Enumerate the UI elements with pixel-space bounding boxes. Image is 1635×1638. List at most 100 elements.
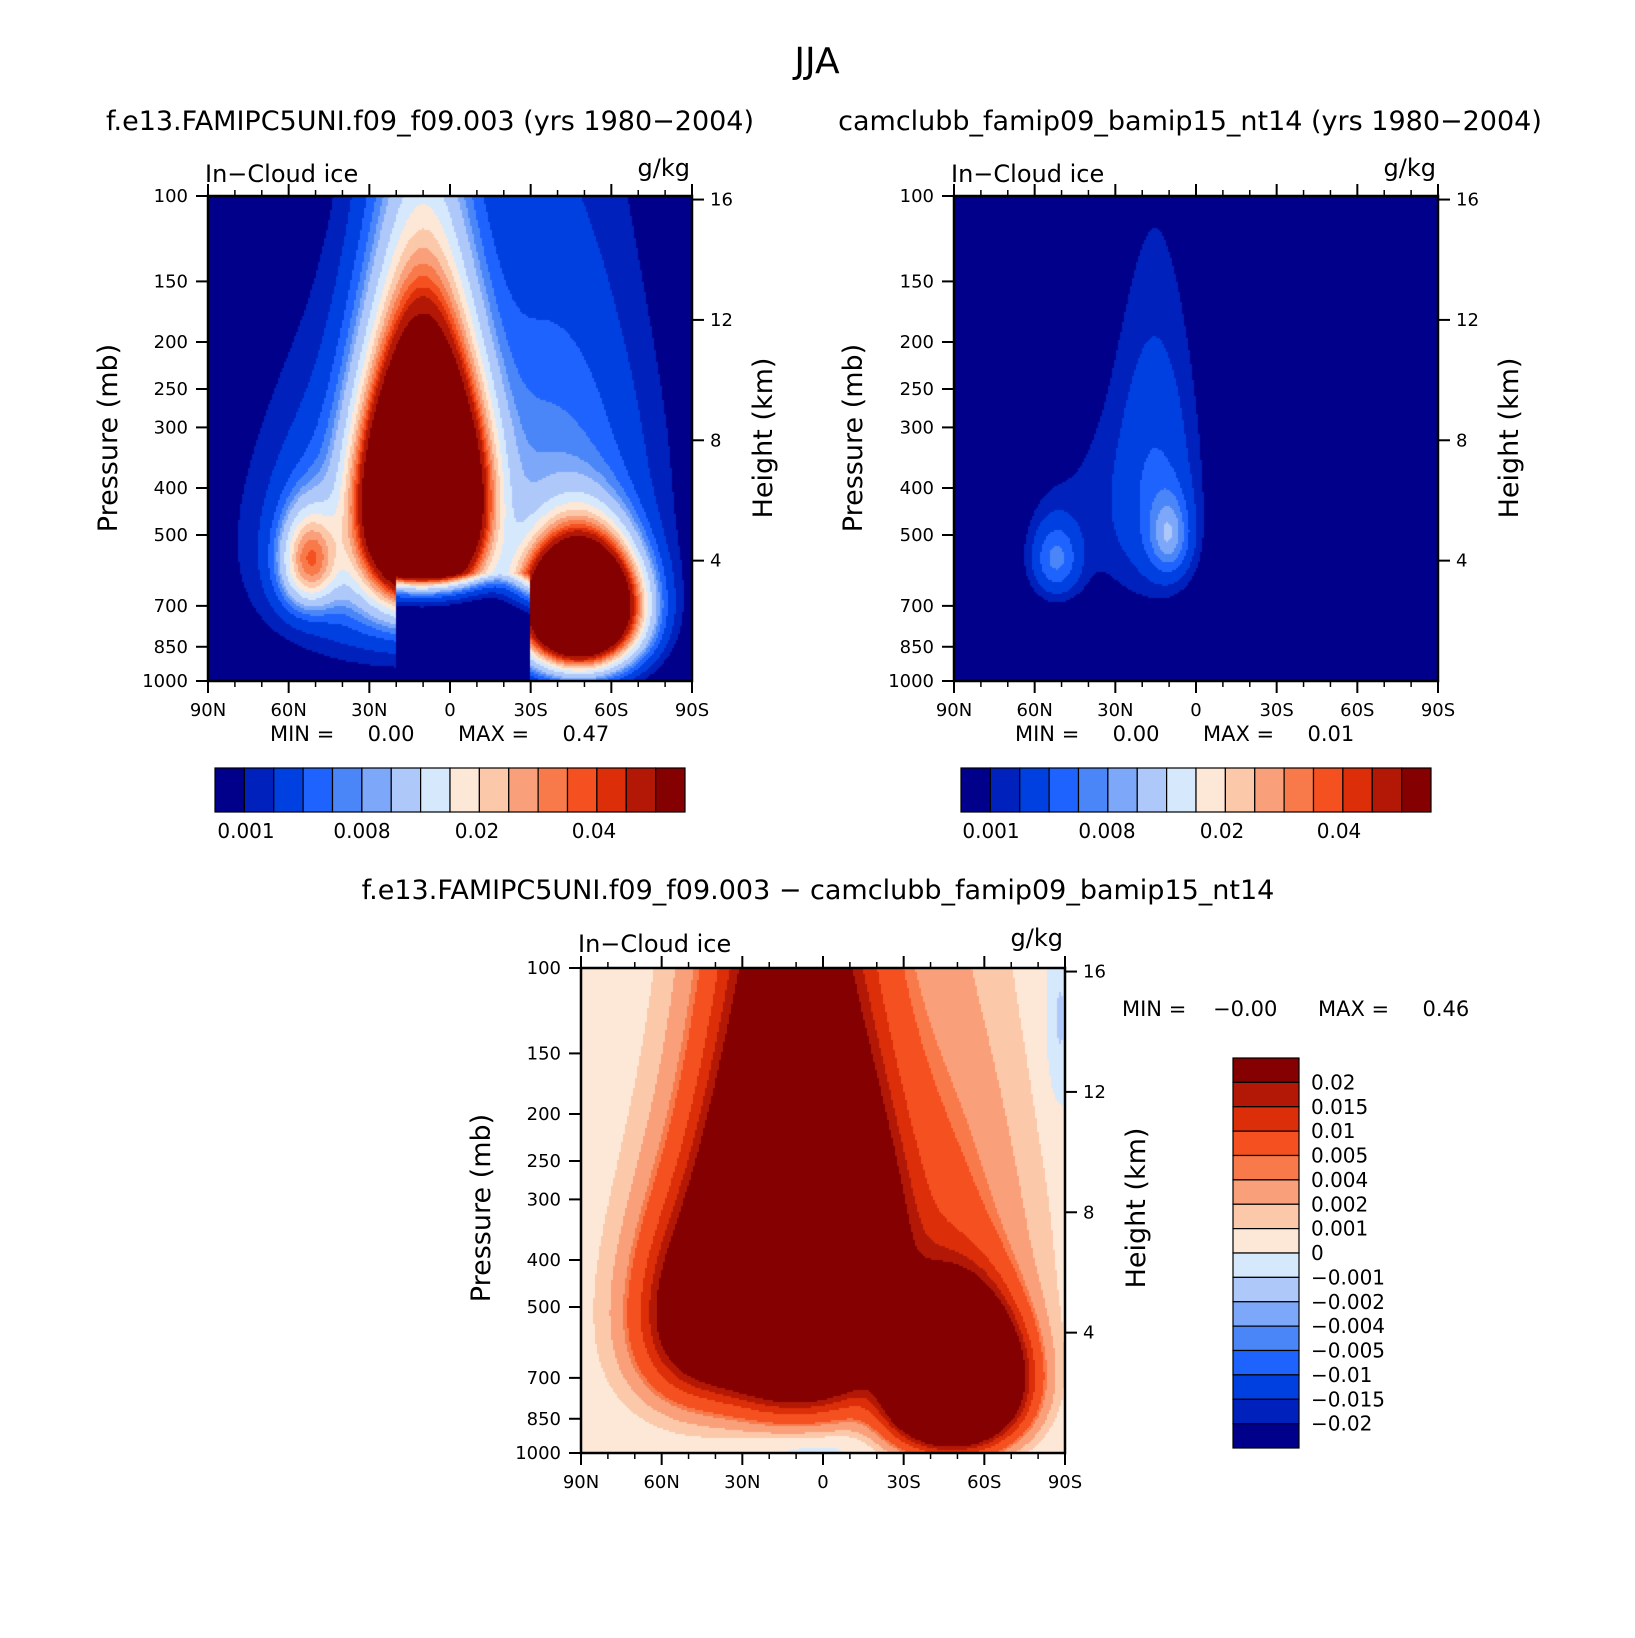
panel-2-x-tick-label: 0 [1190,700,1201,721]
panel-2-y-tick-label: 300 [900,417,934,438]
panel-3-x-tick-label: 90N [563,1472,599,1493]
panel-2-colorbar-swatch [1342,767,1373,813]
panel-1-x-tick-label: 0 [444,700,455,721]
panel-2-y2-axis-title: Height (km) [1494,358,1525,519]
panel-3-colorbar-label: 0.02 [1311,1070,1356,1094]
panel-3-y-axis-title: Pressure (mb) [466,1114,497,1302]
panel-3-units-label: g/kg [1011,924,1063,952]
panel-3-variable-label: In−Cloud ice [578,930,731,958]
panel-1-colorbar-label-3: 0.02 [455,819,500,843]
panel-1-y-tick-label: 300 [154,417,188,438]
panel-3-colorbar-swatch [1232,1179,1300,1205]
panel-3-y2-tick-label: 12 [1083,1082,1106,1103]
panel-3-y-tick-label: 500 [527,1297,561,1318]
panel-1-x-tick-label: 90N [190,700,226,721]
panel-2-y2-tick-label: 12 [1456,310,1479,331]
panel-3-y-tick-label: 200 [527,1104,561,1125]
panel-3-colorbar-swatch [1232,1276,1300,1303]
panel-2-y-tick-label: 150 [900,271,934,292]
panel-3-max-text: MAX = 0.46 [1318,997,1469,1021]
panel-3-x-tick-label: 30S [886,1472,920,1493]
panel-1-colorbar-swatch [214,767,245,813]
panel-1-y-tick-label: 100 [154,186,188,207]
panel-2-y-axis-title: Pressure (mb) [838,344,869,532]
panel-2-colorbar-swatch [1254,767,1285,813]
panel-3-x-tick-label: 60N [643,1472,679,1493]
panel-2-y-tick-label: 700 [900,596,934,617]
panel-2-colorbar-label-3: 0.02 [1200,819,1245,843]
panel-3-y-tick-label: 850 [527,1409,561,1430]
panel-3-colorbar-label: −0.02 [1311,1412,1372,1436]
panel-3-x-tick-label: 90S [1048,1472,1082,1493]
panel-2-colorbar-swatch [1224,767,1256,813]
panel-2-y2-tick-label: 8 [1456,430,1467,451]
panel-3-colorbar-swatch [1232,1374,1300,1400]
panel-3-colorbar-swatch [1232,1228,1300,1254]
panel-3-x-tick-label: 0 [817,1472,828,1493]
panel-1-y-tick-label: 200 [154,332,188,353]
panel-3-colorbar-swatch [1232,1398,1300,1425]
panel-1-y2-tick-label: 4 [710,551,721,572]
panel-1-colorbar-swatch [566,767,598,813]
panel-2-variable-label: In−Cloud ice [951,160,1104,188]
panel-3-colorbar [1232,1057,1300,1449]
panel-2-x-tick-label: 60S [1340,700,1374,721]
panel-2-contour-field [954,196,1438,681]
panel-1-contour-image [208,196,692,681]
panel-1-min-text: MIN = 0.00 [270,722,414,746]
panel-3-y-tick-label: 150 [527,1043,561,1064]
panel-3-y2-tick-label: 8 [1083,1202,1094,1223]
panel-1: f.e13.FAMIPC5UNI.f09_f09.003 (yrs 1980−2… [93,106,779,843]
panel-1-y2-tick-label: 16 [710,190,733,211]
panel-3-contour-image [581,968,1065,1453]
panel-1-colorbar-swatch [508,767,539,813]
panel-3-y-tick-label: 700 [527,1368,561,1389]
panel-3-colorbar-swatch [1232,1081,1300,1108]
panel-1-contour-field [208,196,692,681]
panel-2-contour-image [954,196,1438,681]
panel-2-axes: 90N 60N 30N 0 30S 60S 90S 100 150 200 250 300 400 500… [888,184,1479,721]
panel-2-colorbar-swatch [1019,767,1050,813]
panel-3-colorbar-label: 0.002 [1311,1192,1368,1216]
panel-2-colorbar-swatch [1166,767,1197,813]
panel-3-colorbar-label: −0.004 [1311,1314,1385,1338]
panel-3-colorbar-label: −0.002 [1311,1290,1385,1314]
panel-1-y-tick-label: 400 [154,478,188,499]
panel-2-y-tick-label: 100 [900,186,934,207]
panel-3-y2-tick-label: 16 [1083,962,1106,983]
panel-2-colorbar-swatch [1371,767,1403,813]
panel-3-min-text: MIN = −0.00 [1122,997,1277,1021]
panel-1-x-tick-label: 30S [513,700,547,721]
panel-2-colorbar-label-1: 0.001 [962,819,1019,843]
panel-2-x-tick-label: 30S [1259,700,1293,721]
panel-3-colorbar-swatch [1232,1154,1300,1181]
panel-1-y2-axis-title: Height (km) [748,358,779,519]
panel-1-x-tick-label: 30N [351,700,387,721]
panel-1-units-label: g/kg [638,154,690,182]
panel-2-min-text: MIN = 0.00 [1015,722,1159,746]
panel-3-colorbar-swatch [1232,1252,1300,1278]
panel-2-colorbar-label-2: 0.008 [1078,819,1135,843]
panel-3-title: f.e13.FAMIPC5UNI.f09_f09.003 − camclubb_… [362,875,1275,906]
panel-1-colorbar-swatch [537,767,569,813]
panel-3-colorbar-label: 0 [1311,1241,1324,1265]
panel-3-colorbar-swatch [1232,1057,1300,1083]
panel-3: f.e13.FAMIPC5UNI.f09_f09.003 − camclubb_… [362,875,1470,1493]
panel-1-colorbar-swatch [449,767,480,813]
panel-3-colorbar-label: 0.005 [1311,1144,1368,1168]
panel-3-y-tick-label: 250 [527,1151,561,1172]
panel-3-y-tick-label: 300 [527,1189,561,1210]
panel-1-colorbar-label-2: 0.008 [333,819,390,843]
panel-2-units-label: g/kg [1384,154,1436,182]
panel-3-colorbar-label: −0.005 [1311,1339,1385,1363]
panel-1-colorbar-swatch [420,767,451,813]
panel-3-colorbar-label: 0.004 [1311,1168,1368,1192]
panel-1-max-text: MAX = 0.47 [458,722,609,746]
panel-3-colorbar-label: −0.001 [1311,1265,1385,1289]
panel-3-contour-field [581,968,1065,1453]
panel-2-colorbar-swatch [1312,767,1344,813]
panel-3-x-tick-label: 60S [967,1472,1001,1493]
panel-1-title: f.e13.FAMIPC5UNI.f09_f09.003 (yrs 1980−2… [106,106,754,137]
panel-2-y-tick-label: 250 [900,379,934,400]
panel-3-colorbar-label: 0.015 [1311,1095,1368,1119]
